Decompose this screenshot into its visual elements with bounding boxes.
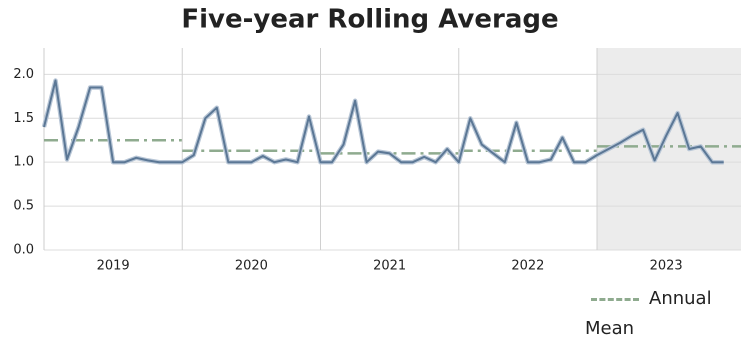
legend-swatch [591,297,639,301]
y-tick-label: 0.5 [13,199,34,214]
legend: Annual Mean [585,284,735,344]
y-tick-label: 2.0 [13,67,34,82]
line [43,79,724,164]
chart-title: Five-year Rolling Average [181,5,558,35]
legend-label: Annual Mean [585,288,712,339]
y-tick-label: 1.0 [13,155,34,170]
y-tick-label: 0.0 [13,243,34,258]
y-tick-label: 1.5 [13,111,34,126]
x-tick-label: 2022 [511,259,544,274]
x-tick-label: 2023 [650,259,683,274]
x-tick-label: 2021 [373,259,406,274]
x-tick-label: 2020 [235,259,268,274]
shaded-region [597,48,741,250]
x-tick-label: 2019 [97,259,130,274]
